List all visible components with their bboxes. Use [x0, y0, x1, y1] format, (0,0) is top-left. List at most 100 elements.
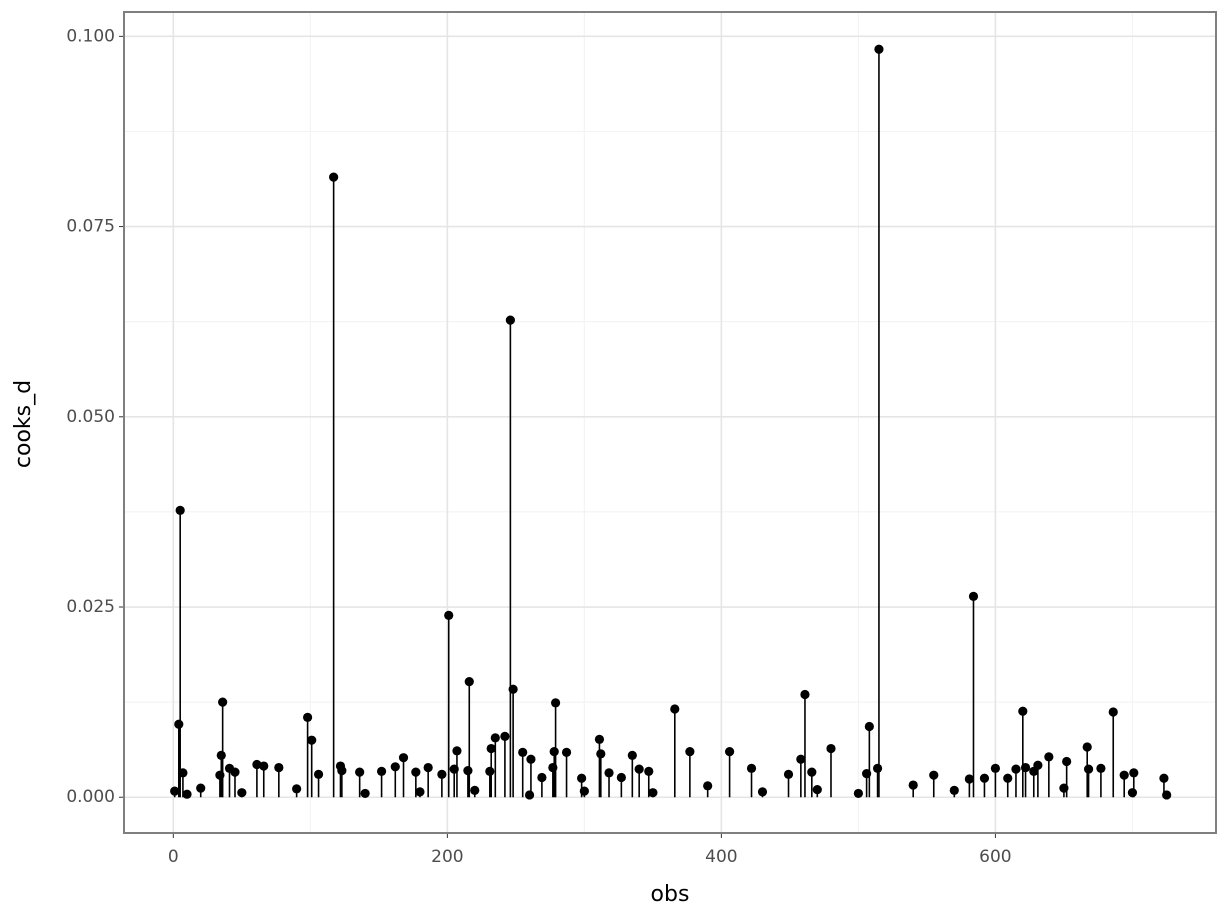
- point: [1119, 770, 1129, 780]
- point: [313, 769, 324, 780]
- point: [929, 770, 939, 780]
- point: [644, 766, 654, 776]
- point: [685, 746, 695, 757]
- point: [307, 735, 317, 745]
- point: [1011, 764, 1021, 774]
- point: [463, 766, 473, 776]
- point: [329, 172, 339, 182]
- point: [1083, 764, 1094, 774]
- point: [464, 676, 474, 687]
- point: [175, 505, 185, 515]
- point: [964, 774, 974, 784]
- point: [1129, 768, 1139, 778]
- point: [355, 767, 365, 777]
- point: [561, 747, 572, 757]
- x-tick-label: 200: [431, 847, 463, 867]
- point: [874, 44, 884, 54]
- point: [949, 785, 959, 795]
- point: [1059, 783, 1069, 793]
- point: [1108, 707, 1118, 717]
- x-axis-title: obs: [651, 882, 690, 907]
- point: [452, 746, 462, 756]
- point: [174, 719, 184, 729]
- point: [292, 784, 302, 794]
- y-tick-label: 0.075: [66, 217, 115, 237]
- point: [853, 788, 863, 799]
- point: [604, 768, 614, 778]
- point: [390, 762, 400, 772]
- point: [627, 750, 637, 760]
- point: [634, 764, 644, 774]
- point: [470, 785, 480, 795]
- point: [216, 750, 226, 760]
- point: [444, 610, 454, 620]
- point: [437, 769, 447, 780]
- point: [526, 754, 536, 764]
- point: [550, 698, 561, 708]
- point: [218, 697, 228, 707]
- point: [252, 759, 262, 770]
- point: [670, 704, 680, 714]
- point: [170, 786, 180, 796]
- point: [337, 766, 347, 776]
- y-axis-title: cooks_d: [11, 380, 36, 468]
- point: [1159, 773, 1169, 783]
- point: [549, 746, 559, 757]
- x-tick-label: 400: [705, 847, 737, 867]
- point: [486, 743, 496, 754]
- y-tick-label: 0.025: [66, 597, 115, 617]
- point: [1033, 760, 1043, 770]
- point: [376, 766, 387, 776]
- point: [524, 790, 535, 800]
- point: [1044, 752, 1054, 762]
- point: [1062, 756, 1072, 767]
- point: [812, 785, 822, 795]
- point: [196, 783, 206, 793]
- point: [807, 767, 817, 777]
- point: [872, 763, 883, 773]
- point: [979, 773, 990, 783]
- point: [596, 749, 606, 759]
- point: [796, 754, 806, 764]
- point: [485, 766, 495, 776]
- point: [800, 689, 810, 700]
- point: [1096, 763, 1106, 773]
- y-tick-label: 0.100: [66, 26, 115, 46]
- y-tick-label: 0.000: [66, 787, 115, 807]
- point: [411, 767, 421, 777]
- point: [237, 788, 247, 798]
- point: [1127, 788, 1138, 798]
- point: [579, 786, 589, 796]
- point: [862, 769, 872, 779]
- panel-border: [123, 11, 1217, 834]
- point: [518, 747, 528, 757]
- point: [1003, 773, 1013, 783]
- point: [505, 315, 515, 325]
- point: [908, 780, 918, 790]
- point: [230, 767, 240, 777]
- y-tick-label: 0.050: [66, 407, 115, 427]
- point: [746, 763, 757, 773]
- point: [508, 684, 518, 694]
- point: [178, 768, 188, 778]
- point: [259, 761, 269, 771]
- point: [360, 788, 370, 799]
- point: [1018, 706, 1028, 716]
- point: [864, 721, 874, 732]
- point: [449, 764, 459, 774]
- point: [1020, 762, 1031, 773]
- point: [990, 763, 1001, 773]
- point: [215, 770, 225, 780]
- point: [302, 712, 313, 722]
- point: [648, 788, 658, 798]
- point: [398, 753, 409, 763]
- point: [548, 762, 558, 773]
- point: [415, 787, 425, 797]
- point: [490, 733, 500, 743]
- point: [500, 731, 510, 741]
- point: [537, 772, 547, 783]
- point: [423, 762, 433, 773]
- point: [577, 773, 587, 783]
